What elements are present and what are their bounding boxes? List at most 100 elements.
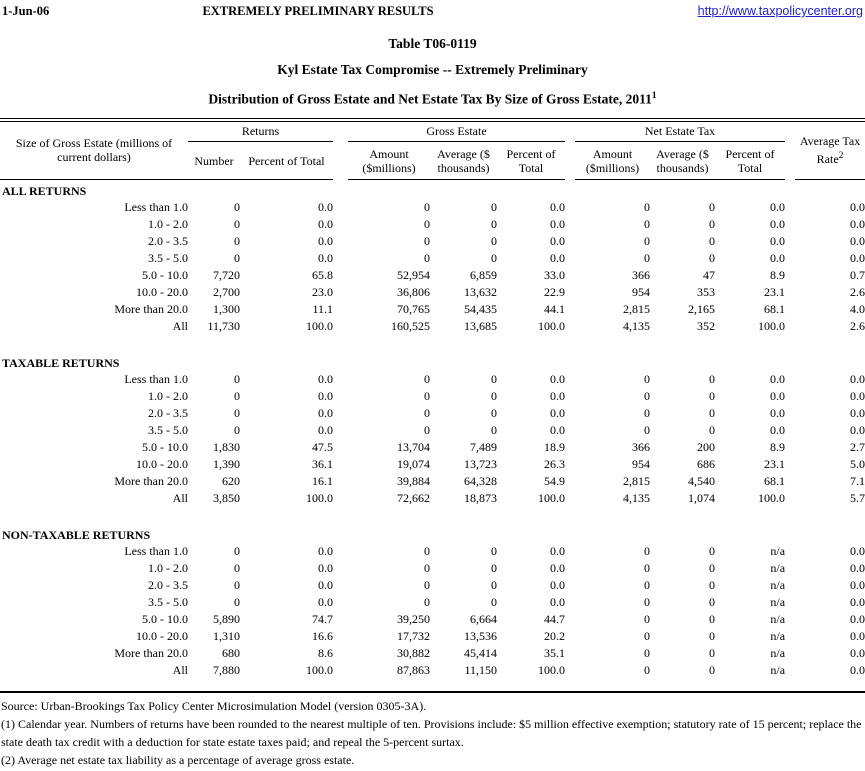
- cell-net-amount: 0: [644, 371, 650, 386]
- column-gap: [333, 611, 348, 628]
- cell-gross-average: 0: [491, 371, 497, 386]
- cell-net-average: 0: [709, 371, 715, 386]
- column-gap: [565, 284, 575, 301]
- taxpolicycenter-link[interactable]: http://www.taxpolicycenter.org: [697, 4, 863, 18]
- column-gap: [785, 120, 795, 180]
- column-gap: [565, 490, 575, 507]
- cell-average-tax-rate: 0.0: [850, 543, 865, 558]
- cell-net-percent: 0.0: [770, 388, 786, 403]
- column-gap: [785, 250, 795, 267]
- row-label: 2.0 - 3.5: [148, 577, 188, 592]
- preliminary-banner: EXTREMELY PRELIMINARY RESULTS: [202, 4, 434, 18]
- cell-returns-percent: 0.0: [318, 577, 333, 592]
- cell-net-percent: 68.1: [764, 301, 786, 316]
- cell-returns-percent: 65.8: [312, 267, 333, 282]
- row-label: More than 20.0: [114, 645, 188, 660]
- column-gap: [565, 120, 575, 180]
- cell-returns-percent: 0.0: [318, 216, 333, 231]
- cell-returns-percent: 0.0: [318, 543, 333, 558]
- cell-returns-number: 7,880: [213, 662, 240, 677]
- table-body: ALL RETURNS Less than 1.0 0 0.0 0 0 0.0 0 0 0.0 0.…: [0, 180, 865, 679]
- cell-gross-amount: 0: [424, 371, 430, 386]
- cell-returns-percent: 11.1: [312, 301, 333, 316]
- column-header-net-amount: Amount ($millions): [575, 141, 650, 180]
- cell-net-average: 0: [709, 199, 715, 214]
- cell-net-amount: 0: [644, 662, 650, 677]
- column-gap: [333, 543, 348, 560]
- row-label: 10.0 - 20.0: [136, 628, 188, 643]
- cell-gross-amount: 0: [424, 560, 430, 575]
- cell-gross-percent: 0.0: [550, 250, 565, 265]
- row-label: 3.5 - 5.0: [148, 422, 188, 437]
- cell-gross-average: 45,414: [464, 645, 497, 660]
- column-gap: [785, 233, 795, 250]
- estate-tax-table: Size of Gross Estate (millions of curren…: [0, 117, 865, 679]
- cell-average-tax-rate: 0.0: [850, 405, 865, 420]
- table-row: 2.0 - 3.5 0 0.0 0 0 0.0 0 0 0.0 0.0: [0, 405, 865, 422]
- cell-net-percent: 0.0: [770, 216, 786, 231]
- cell-returns-percent: 47.5: [312, 439, 333, 454]
- cell-gross-percent: 54.9: [544, 473, 565, 488]
- cell-net-average: 0: [709, 250, 715, 265]
- column-gap: [565, 422, 575, 439]
- cell-net-percent: 8.9: [770, 439, 786, 454]
- row-label: 5.0 - 10.0: [142, 439, 188, 454]
- cell-average-tax-rate: 5.0: [850, 456, 865, 471]
- cell-returns-percent: 0.0: [318, 250, 333, 265]
- row-label: 1.0 - 2.0: [148, 388, 188, 403]
- cell-returns-number: 0: [234, 199, 240, 214]
- cell-average-tax-rate: 0.7: [850, 267, 865, 282]
- column-gap: [565, 645, 575, 662]
- cell-net-average: 1,074: [688, 490, 715, 505]
- column-gap: [785, 422, 795, 439]
- cell-returns-number: 0: [234, 577, 240, 592]
- cell-gross-percent: 100.0: [538, 318, 565, 333]
- cell-net-amount: 366: [632, 439, 650, 454]
- cell-net-average: 0: [709, 594, 715, 609]
- section-spacer-cell: [0, 507, 865, 524]
- cell-average-tax-rate: 4.0: [850, 301, 865, 316]
- table-row: 2.0 - 3.5 0 0.0 0 0 0.0 0 0 0.0 0.0: [0, 233, 865, 250]
- cell-gross-amount: 0: [424, 422, 430, 437]
- column-header-net-average: Average ($ thousands): [650, 141, 715, 180]
- cell-gross-average: 0: [491, 388, 497, 403]
- column-header-returns-percent: Percent of Total: [240, 141, 333, 180]
- cell-returns-number: 0: [234, 250, 240, 265]
- cell-gross-average: 13,632: [464, 284, 497, 299]
- cell-average-tax-rate: 0.0: [850, 577, 865, 592]
- column-gap: [333, 233, 348, 250]
- section-spacer-cell: [0, 335, 865, 352]
- cell-gross-amount: 0: [424, 543, 430, 558]
- column-gap: [333, 199, 348, 216]
- section-title: ALL RETURNS: [2, 183, 87, 198]
- cell-average-tax-rate: 0.0: [850, 199, 865, 214]
- cell-net-amount: 0: [644, 216, 650, 231]
- cell-net-amount: 0: [644, 422, 650, 437]
- table-row: 1.0 - 2.0 0 0.0 0 0 0.0 0 0 0.0 0.0: [0, 216, 865, 233]
- cell-net-amount: 0: [644, 594, 650, 609]
- cell-gross-amount: 19,074: [397, 456, 430, 471]
- cell-gross-average: 0: [491, 405, 497, 420]
- table-row: Less than 1.0 0 0.0 0 0 0.0 0 0 0.0 0.0: [0, 371, 865, 388]
- cell-average-tax-rate: 5.7: [850, 490, 865, 505]
- cell-returns-number: 1,830: [213, 439, 240, 454]
- cell-net-average: 0: [709, 233, 715, 248]
- cell-gross-amount: 72,662: [397, 490, 430, 505]
- column-gap: [565, 216, 575, 233]
- cell-average-tax-rate: 0.0: [850, 628, 865, 643]
- column-gap: [785, 560, 795, 577]
- column-gap: [785, 371, 795, 388]
- cell-gross-average: 11,150: [464, 662, 497, 677]
- cell-net-percent: n/a: [770, 662, 786, 677]
- section-spacer: [0, 507, 865, 524]
- cell-gross-percent: 0.0: [550, 405, 565, 420]
- cell-gross-average: 0: [491, 560, 497, 575]
- cell-returns-percent: 100.0: [306, 490, 333, 505]
- column-gap: [565, 577, 575, 594]
- cell-average-tax-rate: 0.0: [850, 645, 865, 660]
- column-gap: [565, 560, 575, 577]
- cell-net-amount: 0: [644, 611, 650, 626]
- cell-gross-percent: 22.9: [544, 284, 565, 299]
- table-row: 10.0 - 20.0 2,700 23.0 36,806 13,632 22.9 954 3…: [0, 284, 865, 301]
